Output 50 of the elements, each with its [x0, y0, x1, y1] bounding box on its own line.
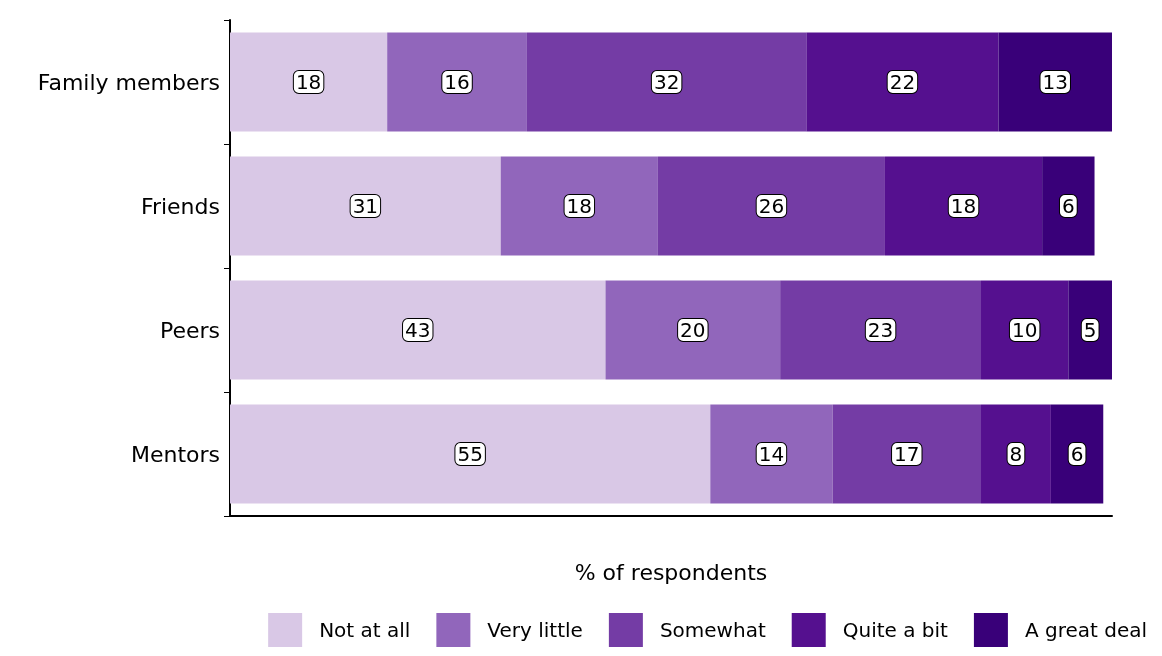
- data-label: 20: [680, 318, 706, 342]
- bar: [230, 32, 388, 132]
- y-tick-label: Peers: [159, 317, 220, 343]
- legend-label: Quite a bit: [842, 618, 949, 642]
- legend-label: Somewhat: [659, 618, 766, 642]
- x-axis-title: % of respondents: [574, 559, 768, 585]
- y-tick-label: Mentors: [130, 441, 220, 467]
- data-label: 32: [653, 70, 680, 94]
- bar: [780, 280, 982, 380]
- data-label: 5: [1083, 318, 1097, 342]
- bar: [387, 32, 527, 132]
- data-label: 18: [950, 194, 977, 218]
- data-label: 18: [566, 194, 593, 218]
- legend-label: A great deal: [1024, 618, 1147, 642]
- data-label: 22: [889, 70, 916, 94]
- bar: [526, 32, 807, 132]
- bar: [981, 404, 1051, 504]
- legend-label: Not at all: [319, 618, 411, 642]
- y-tick-label: Friends: [140, 193, 220, 219]
- bar: [806, 32, 999, 132]
- bar: [1050, 404, 1104, 504]
- bar: [710, 404, 833, 504]
- data-label: 55: [457, 442, 483, 466]
- bar: [230, 280, 606, 380]
- data-label: 26: [758, 194, 785, 218]
- bar: [884, 156, 1043, 256]
- data-label: 13: [1042, 70, 1068, 94]
- data-label: 10: [1011, 318, 1038, 342]
- data-label: 14: [758, 442, 785, 466]
- data-label: 8: [1009, 442, 1023, 466]
- bar: [981, 280, 1069, 380]
- bar: [230, 156, 501, 256]
- data-label: 43: [405, 318, 431, 342]
- data-label: 6: [1070, 442, 1084, 466]
- bar: [230, 404, 711, 504]
- data-label: 17: [894, 442, 920, 466]
- bar: [998, 32, 1112, 132]
- y-tick-label: Family members: [37, 69, 220, 95]
- data-label: 18: [295, 70, 322, 94]
- data-label: 23: [867, 318, 894, 342]
- bar: [1068, 280, 1112, 380]
- bar: [605, 280, 781, 380]
- legend-label: Very little: [487, 618, 583, 642]
- bar: [500, 156, 658, 256]
- data-label: 6: [1061, 194, 1075, 218]
- bar: [1042, 156, 1095, 256]
- bar: [832, 404, 982, 504]
- data-label: 31: [352, 194, 379, 218]
- data-label: 16: [444, 70, 470, 94]
- bar: [657, 156, 885, 256]
